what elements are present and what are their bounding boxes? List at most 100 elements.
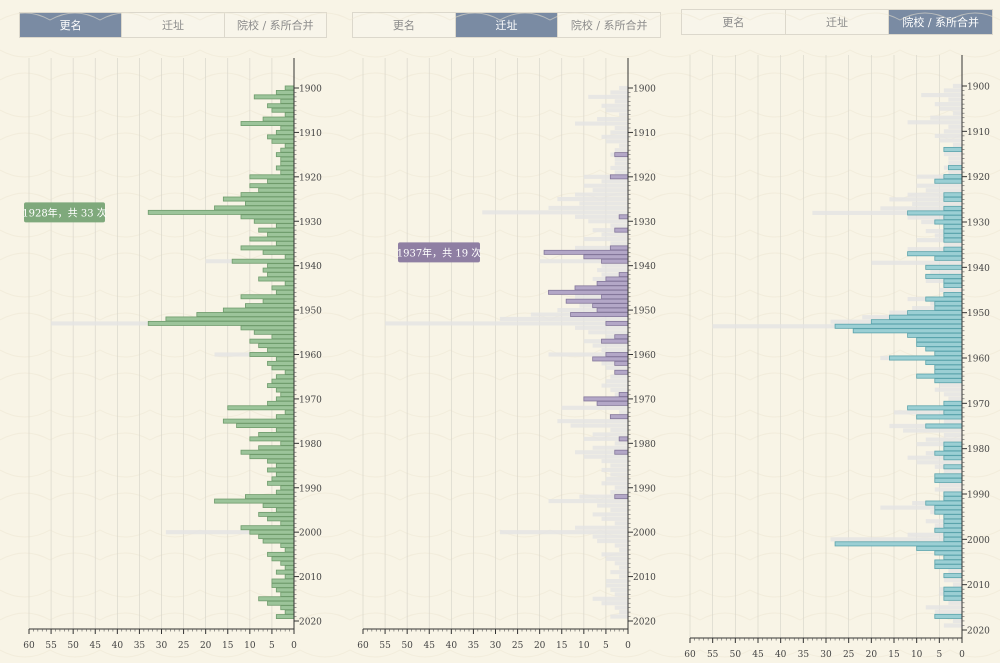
ghost-bar (601, 179, 628, 184)
background-wave (0, 169, 1000, 178)
bar (249, 338, 295, 344)
bar (267, 347, 295, 353)
y-tick-label: 2010 (633, 573, 656, 583)
bar (925, 346, 963, 352)
bar (614, 449, 629, 455)
ghost-bar (943, 392, 962, 397)
bar (262, 503, 295, 508)
y-tick-label: 1990 (299, 484, 322, 494)
ghost-bar (610, 490, 628, 495)
ghost-bar (907, 192, 962, 197)
tab-merge[interactable]: 院校 / 系所合并 (236, 19, 314, 32)
ghost-bar (614, 161, 628, 166)
bar (227, 405, 295, 411)
bar (284, 280, 295, 286)
x-tick-label: 40 (112, 641, 124, 651)
x-tick-label: 15 (888, 650, 900, 660)
bar (934, 369, 963, 375)
bar (258, 596, 295, 602)
tab-relocate[interactable]: 迁址 (786, 10, 890, 34)
ghost-bar (499, 316, 628, 322)
x-tick-label: 15 (556, 641, 568, 651)
ghost-bar (934, 133, 962, 138)
bar (280, 520, 295, 526)
tooltip-text: 1928年，共 33 次 (22, 206, 107, 219)
bar (249, 174, 295, 180)
bar (258, 343, 295, 349)
bar (907, 332, 963, 338)
bar (253, 218, 295, 224)
tab-rename[interactable]: 更名 (353, 13, 456, 37)
ghost-bar (907, 215, 962, 220)
ghost-bar (619, 410, 628, 415)
bar (262, 249, 295, 255)
y-tick-label: 1930 (967, 219, 990, 229)
background-wave (0, 432, 1000, 441)
ghost-bar (943, 88, 962, 93)
bar (267, 103, 295, 109)
bar (925, 423, 963, 429)
bar (271, 138, 295, 144)
tab-relocate[interactable]: 迁址 (122, 13, 225, 37)
y-tick-label: 1960 (299, 351, 322, 361)
ghost-bar (916, 183, 962, 188)
bar (934, 378, 963, 384)
background-wave (0, 72, 1000, 81)
bar (943, 282, 963, 288)
ghost-bar (619, 574, 628, 579)
bar (834, 323, 963, 329)
bar (618, 214, 629, 220)
ghost-bar (614, 543, 628, 548)
ghost-bar (588, 94, 628, 99)
ghost-bar (916, 442, 962, 447)
ghost-bar (619, 143, 628, 148)
bar (280, 560, 295, 566)
bar (275, 374, 295, 380)
ghost-bar (557, 308, 628, 313)
y-tick-label: 1950 (299, 307, 322, 317)
ghost-bar (614, 99, 628, 104)
tab-merge[interactable]: 院校 / 系所合并 (570, 19, 648, 32)
ghost-bar (601, 263, 628, 268)
ghost-bar (575, 325, 628, 330)
bar (240, 325, 295, 331)
bar (943, 586, 963, 592)
bar (240, 294, 295, 300)
ghost-bar (934, 609, 962, 614)
ghost-bar (916, 238, 962, 243)
bar (245, 303, 295, 309)
background-wave (0, 12, 1000, 21)
y-tick-label: 1980 (633, 440, 656, 450)
tab-rename[interactable]: 更名 (682, 10, 786, 34)
bar (943, 554, 963, 560)
ghost-bar (614, 441, 628, 446)
bar (943, 455, 963, 461)
ghost-bar (548, 352, 628, 357)
ghost-bar (610, 614, 628, 619)
bar (280, 156, 295, 162)
bar (618, 436, 629, 442)
ghost-bar (605, 583, 628, 588)
ghost-bar (614, 561, 628, 566)
bar (916, 341, 963, 347)
ghost-bar (619, 565, 628, 570)
bar (943, 205, 963, 211)
bar (284, 609, 295, 615)
background-wave (0, 132, 1000, 141)
bar (934, 613, 963, 619)
ghost-bar (948, 124, 962, 129)
bar (614, 227, 629, 233)
bar (943, 278, 963, 284)
y-tick-label: 1980 (967, 445, 990, 455)
ghost-bar (601, 232, 628, 237)
y-tick-label: 2010 (967, 581, 990, 591)
tab-merge[interactable]: 院校 / 系所合并 (889, 10, 993, 34)
ghost-bar (903, 428, 962, 433)
bar (262, 267, 295, 273)
ghost-bar (601, 383, 628, 388)
bar (605, 352, 629, 357)
background-wave (0, 492, 1000, 501)
bar (267, 134, 295, 140)
bar (943, 246, 963, 252)
x-tick-label: 45 (752, 650, 764, 660)
